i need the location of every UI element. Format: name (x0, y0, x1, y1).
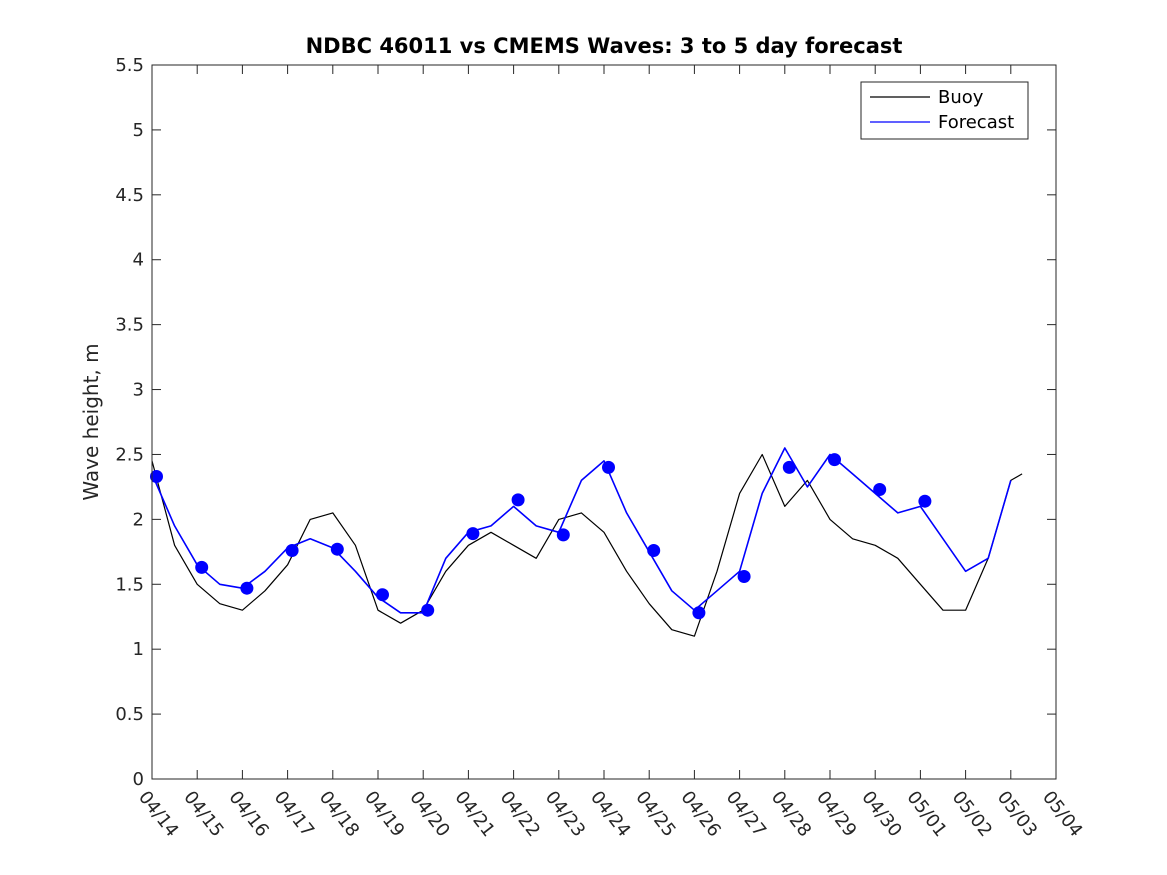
forecast-marker (737, 570, 751, 583)
y-tick-label: 2 (133, 509, 144, 530)
chart-title: NDBC 46011 vs CMEMS Waves: 3 to 5 day fo… (306, 34, 903, 58)
y-tick-label: 3 (133, 380, 144, 401)
forecast-markers (150, 453, 932, 620)
legend-buoy-label: Buoy (938, 87, 984, 108)
forecast-marker (556, 528, 570, 542)
forecast-marker (602, 460, 615, 474)
forecast-marker (828, 453, 841, 467)
axis-ticks (151, 64, 1057, 780)
legend-forecast-label: Forecast (938, 112, 1014, 133)
legend-box (860, 81, 1029, 140)
y-tick-label: 2.5 (115, 444, 144, 465)
y-tick-label: 0.5 (115, 704, 144, 725)
forecast-marker (873, 483, 887, 496)
forecast-marker (692, 606, 706, 620)
forecast-marker (150, 470, 163, 483)
forecast-marker (466, 527, 480, 541)
y-tick-label: 1.5 (115, 574, 144, 595)
forecast-marker (285, 544, 299, 557)
y-tick-label: 4 (133, 250, 144, 271)
forecast-marker (782, 460, 796, 474)
series-line-buoy (151, 453, 1023, 637)
forecast-marker (376, 588, 389, 602)
forecast-marker (918, 494, 932, 508)
legend: Buoy Forecast (860, 81, 1029, 140)
y-tick-label: 1 (133, 639, 144, 660)
forecast-marker (330, 542, 344, 556)
y-tick-label: 4.5 (115, 185, 144, 206)
y-axis-label: Wave height, m (79, 343, 103, 500)
forecast-marker (240, 581, 254, 595)
forecast-marker (195, 560, 209, 574)
y-tick-label: 0 (133, 769, 144, 790)
y-tick-labels: 0 0.5 1 1.5 2 2.5 3 3.5 4 4.5 5 5.5 (115, 55, 144, 790)
plot-area (152, 65, 1056, 779)
forecast-marker (511, 493, 525, 507)
forecast-marker (421, 603, 435, 617)
y-tick-label: 5 (133, 120, 144, 141)
y-tick-label: 3.5 (115, 315, 144, 336)
plot-frame (151, 64, 1057, 780)
forecast-marker (647, 544, 661, 557)
y-tick-label: 5.5 (115, 55, 144, 76)
